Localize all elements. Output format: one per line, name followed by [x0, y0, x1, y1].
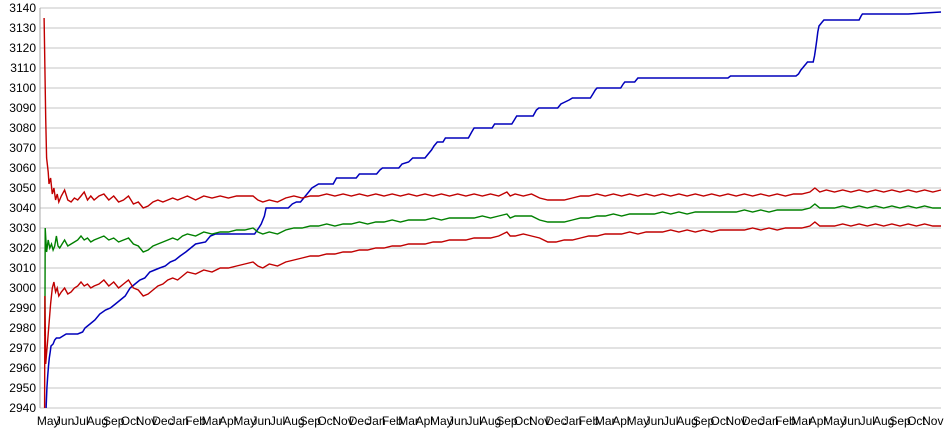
- x-tick-label: Feb: [382, 414, 403, 428]
- x-tick-label: Jul: [270, 414, 285, 428]
- upper-bound-line: [43, 17, 942, 209]
- x-tick-label: Nov: [136, 414, 157, 428]
- x-tick-label: Dec: [349, 414, 370, 428]
- x-tick-label: Apr: [219, 414, 238, 428]
- y-tick-label: 3070: [9, 141, 36, 155]
- x-tick-label: Feb: [578, 414, 599, 428]
- y-tick-label: 2950: [9, 381, 36, 395]
- y-tick-label: 3010: [9, 261, 36, 275]
- x-tick-label: Jan: [563, 414, 582, 428]
- y-tick-label: 3000: [9, 281, 36, 295]
- x-tick-label: Sep: [103, 414, 125, 428]
- y-tick-label: 3040: [9, 201, 36, 215]
- x-tick-label: Sep: [496, 414, 518, 428]
- x-tick-label: Dec: [742, 414, 763, 428]
- x-tick-label: Mar: [791, 414, 812, 428]
- x-tick-label: Oct: [317, 414, 336, 428]
- y-tick-label: 3030: [9, 221, 36, 235]
- y-tick-label: 3110: [10, 61, 36, 75]
- x-tick-label: Jan: [366, 414, 385, 428]
- x-tick-label: Jan: [759, 414, 778, 428]
- y-tick-label: 2940: [9, 401, 36, 415]
- x-tick-label: Jun: [448, 414, 467, 428]
- x-tick-label: Oct: [514, 414, 533, 428]
- y-tick-label: 3140: [9, 1, 36, 15]
- x-tick-label: Apr: [416, 414, 435, 428]
- x-tick-label: Dec: [152, 414, 173, 428]
- y-tick-label: 2960: [9, 361, 36, 375]
- y-tick-label: 2970: [9, 341, 36, 355]
- x-tick-label: Feb: [185, 414, 206, 428]
- x-tick-label: Jun: [841, 414, 860, 428]
- lower-bound-line: [43, 221, 941, 409]
- x-tick-label: Jul: [663, 414, 678, 428]
- x-tick-label: Aug: [480, 414, 501, 428]
- x-tick-label: Oct: [121, 414, 140, 428]
- x-tick-label: Aug: [87, 414, 108, 428]
- x-tick-label: Sep: [889, 414, 911, 428]
- x-tick-label: Aug: [283, 414, 304, 428]
- y-tick-label: 3020: [9, 241, 36, 255]
- y-tick-label: 3060: [9, 161, 36, 175]
- x-tick-label: Aug: [873, 414, 894, 428]
- x-tick-label: Nov: [922, 414, 943, 428]
- x-tick-label: May: [823, 414, 846, 428]
- x-tick-label: Apr: [809, 414, 828, 428]
- x-tick-label: Sep: [300, 414, 322, 428]
- x-tick-label: Mar: [595, 414, 616, 428]
- x-tick-label: Jun: [55, 414, 74, 428]
- x-tick-label: Dec: [545, 414, 566, 428]
- x-tick-label: Oct: [711, 414, 730, 428]
- x-tick-label: Jun: [251, 414, 270, 428]
- x-tick-label: Apr: [612, 414, 631, 428]
- x-tick-label: Mar: [202, 414, 223, 428]
- y-tick-label: 3050: [9, 181, 36, 195]
- x-tick-label: May: [627, 414, 650, 428]
- x-tick-label: Feb: [775, 414, 796, 428]
- mean-rating-line: [44, 203, 941, 337]
- x-tick-label: Nov: [529, 414, 550, 428]
- x-tick-label: Jul: [466, 414, 481, 428]
- x-tick-label: Jan: [170, 414, 189, 428]
- x-tick-label: Aug: [676, 414, 697, 428]
- x-tick-label: Mar: [398, 414, 419, 428]
- x-tick-label: Nov: [726, 414, 747, 428]
- y-tick-label: 3120: [9, 41, 36, 55]
- y-tick-label: 2980: [9, 321, 36, 335]
- x-tick-label: Nov: [332, 414, 353, 428]
- y-tick-label: 3100: [9, 81, 36, 95]
- x-tick-label: May: [37, 414, 60, 428]
- x-tick-label: Jul: [73, 414, 88, 428]
- x-tick-label: Sep: [693, 414, 715, 428]
- y-tick-label: 3080: [9, 121, 36, 135]
- y-tick-label: 3130: [9, 21, 36, 35]
- x-tick-label: May: [430, 414, 453, 428]
- y-tick-label: 2990: [9, 301, 36, 315]
- y-tick-label: 3090: [9, 101, 36, 115]
- cumulative-rating-line: [45, 11, 942, 409]
- x-tick-label: May: [233, 414, 256, 428]
- x-tick-label: Oct: [907, 414, 926, 428]
- x-tick-label: Jul: [860, 414, 875, 428]
- x-tick-label: Jun: [645, 414, 664, 428]
